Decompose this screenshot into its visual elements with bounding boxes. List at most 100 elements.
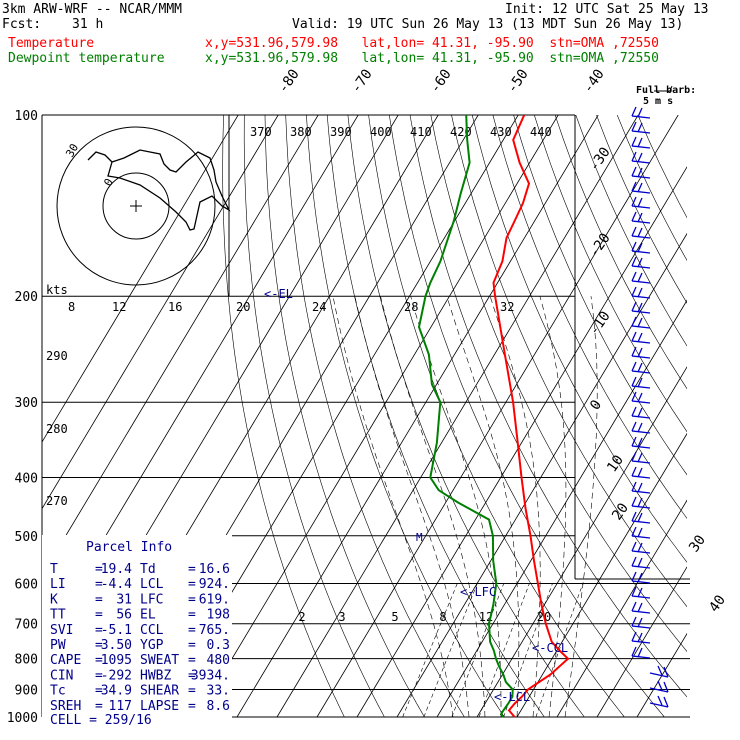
theta-e-label: 280 <box>46 422 68 436</box>
temperature-tick-label: 0 <box>587 397 605 413</box>
dewpoint-info: x,y=531.96,579.98 lat,lon= 41.31, -95.90… <box>205 51 659 66</box>
moist-adiabat-line <box>332 296 454 718</box>
pressure-tick-label: 100 <box>15 109 38 124</box>
wind-barb-flag <box>637 272 643 283</box>
parcel-key: PW <box>50 638 66 653</box>
wind-barb-shaft <box>631 160 651 164</box>
wind-barb-shaft <box>631 565 651 569</box>
hodo-origin-label: 0 <box>101 176 116 188</box>
wind-barb-shaft <box>631 610 651 614</box>
wind-barb-flag <box>631 166 637 177</box>
wind-barb-shaft <box>631 505 651 509</box>
wind-barb-shaft <box>631 115 651 119</box>
parcel-eq: = <box>95 699 103 714</box>
pressure-tick-label: 500 <box>15 530 38 545</box>
parcel-eq: = <box>188 592 196 607</box>
theta-label: 400 <box>370 125 392 139</box>
parcel-eq: = <box>95 653 103 668</box>
parcel-value: 3.50 <box>101 638 132 653</box>
wind-barb-shaft <box>631 280 651 284</box>
pressure-tick-label: 400 <box>15 471 38 486</box>
theta-label: 390 <box>330 125 352 139</box>
wind-barb-flag <box>631 301 637 312</box>
wind-barb-flag <box>631 466 637 477</box>
parcel-key: SWEAT <box>140 653 179 668</box>
mixing-ratio-label: 3 <box>338 610 345 624</box>
parcel-cell: CELL = 259/16 <box>50 713 152 728</box>
wind-barb-flag <box>631 541 637 552</box>
wind-barb-shaft <box>631 295 651 299</box>
forecast-label: Fcst: <box>2 17 42 32</box>
parcel-value: -292 <box>101 668 132 683</box>
isotherm-line <box>596 566 687 718</box>
parcel-value: 198 <box>207 608 230 623</box>
wind-barb-flag <box>631 616 637 627</box>
wind-barb-flag <box>637 512 643 523</box>
hodo-speed-label: 28 <box>404 300 418 314</box>
wind-barb-flag <box>631 556 637 567</box>
wind-barb-flag <box>657 695 663 706</box>
wind-barb-flag <box>663 666 669 678</box>
wind-barb-shaft <box>631 490 651 494</box>
temperature-tick-label: -50 <box>504 66 532 96</box>
pressure-tick-label: 200 <box>15 290 38 305</box>
wind-barb-flag <box>631 496 637 507</box>
temperature-tick-label: -60 <box>427 66 455 96</box>
isotherm-line <box>396 232 687 718</box>
wind-barb-shaft <box>631 640 651 644</box>
theta-label: 380 <box>290 125 312 139</box>
parcel-eq: = <box>188 638 196 653</box>
wind-barb-flag <box>631 391 637 402</box>
hodo-ring-outer <box>56 126 216 286</box>
diagram-grid <box>42 115 687 718</box>
temperature-tick-label: -70 <box>348 66 376 96</box>
hodo-speed-label: 20 <box>236 300 250 314</box>
wind-barb-flag <box>637 452 643 463</box>
wind-barb-flag <box>631 526 637 537</box>
parcel-key: SREH <box>50 699 81 714</box>
wind-barb-shaft <box>649 687 669 693</box>
lcl-marker: <-LCL <box>494 690 530 704</box>
parcel-value: -4.4 <box>101 577 132 592</box>
wind-barb-flag <box>637 482 643 493</box>
dry-adiabat-line <box>222 115 345 718</box>
theta-label: 430 <box>490 125 512 139</box>
parcel-eq: = <box>188 577 196 592</box>
model-title: 3km ARW-WRF -- NCAR/MMM <box>2 2 183 17</box>
wind-barb-shaft <box>631 595 651 599</box>
parcel-value: 924. <box>199 577 230 592</box>
parcel-value: 19.4 <box>101 562 132 577</box>
isotherm-line <box>636 632 687 718</box>
parcel-value: 31 <box>116 592 132 607</box>
temperature-tick-label: -40 <box>580 66 608 96</box>
pressure-tick-label: 600 <box>15 577 38 592</box>
wind-barb-flag <box>637 647 643 658</box>
parcel-key: CIN <box>50 668 73 683</box>
wind-barb-shaft <box>631 655 651 659</box>
wind-barb-flag <box>631 436 637 447</box>
temperature-tick-label: 40 <box>706 592 729 615</box>
wind-barb-flag <box>637 257 643 268</box>
wind-barb-shaft <box>631 475 651 479</box>
parcel-value: 480 <box>207 653 230 668</box>
wind-barb-flag <box>631 241 637 252</box>
wind-barb-flag <box>637 197 643 208</box>
wind-barb-shaft <box>631 415 651 419</box>
wind-barb-shaft <box>631 145 651 149</box>
wind-barb-flag <box>631 106 637 117</box>
level-annotations: <-EL <-LFC <-CCL <-LCL M <box>264 287 568 704</box>
wind-barb-flag <box>631 406 637 417</box>
theta-label: 410 <box>410 125 432 139</box>
pressure-tick-label: 1000 <box>7 711 38 726</box>
wind-barb-flag <box>637 182 643 193</box>
wind-barb-shaft <box>631 235 651 239</box>
mixing-ratio-line <box>478 583 530 718</box>
wind-barb-flag <box>637 107 643 118</box>
isotherm-line <box>436 299 687 718</box>
isotherm-line <box>196 115 559 718</box>
wind-barb-flag <box>637 377 643 388</box>
wind-barb-shaft <box>631 355 651 359</box>
parcel-value: 619. <box>199 592 230 607</box>
dry-adiabat-line <box>264 115 425 718</box>
